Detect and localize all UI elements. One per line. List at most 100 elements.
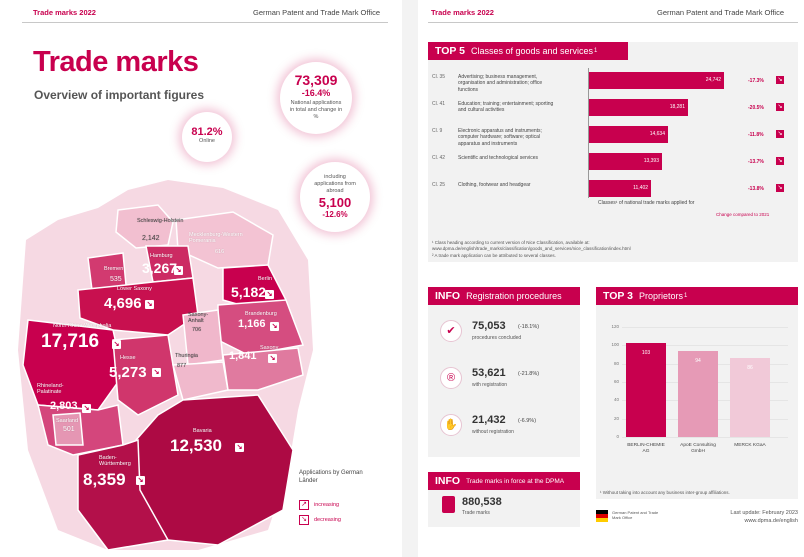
state-value: 5,273	[109, 364, 147, 381]
state-saxony	[222, 347, 304, 391]
header-office: German Patent and Trade Mark Office	[656, 8, 784, 17]
legend-increasing-label: increasing	[314, 502, 340, 508]
without-registration-change: (-6.9%)	[518, 418, 537, 424]
without-registration-caption: without registration	[472, 429, 514, 435]
thumbs-down-icon: ✋	[440, 414, 462, 436]
top5-header: TOP 5 Classes of goods and services 1	[428, 42, 628, 60]
class-bar: 13,393	[588, 153, 662, 170]
class-change: -11.8%	[748, 132, 764, 138]
decreasing-arrow-icon: ↘	[270, 322, 279, 331]
proprietor-name: MERCK KGaA	[734, 443, 766, 448]
top5-axis	[588, 68, 589, 198]
federal-eagle-logo	[596, 510, 608, 522]
y-tick-label: 100	[611, 342, 619, 348]
decreasing-arrow-icon: ↘	[152, 368, 161, 377]
without-registration-value: 21,432	[472, 414, 506, 426]
decreasing-arrow-icon: ↘	[112, 340, 121, 349]
proprietor-name: ApoE Consulting GmbH	[680, 443, 716, 455]
class-description: Clothing, footwear and headgear	[458, 182, 531, 188]
procedures-concluded-caption: procedures concluded	[472, 335, 522, 341]
state-value: 535	[110, 276, 122, 283]
procedures-concluded-change: (-18.1%)	[518, 324, 540, 330]
decreasing-arrow-icon: ↘	[268, 354, 277, 363]
decreasing-arrow-icon: ↘	[235, 443, 244, 452]
with-registration-value: 53,621	[472, 367, 506, 379]
state-value: 2,142	[142, 235, 160, 242]
y-tick-label: 40	[613, 397, 619, 403]
top3-title: Proprietors	[638, 291, 683, 301]
proprietor-bar: 86	[730, 358, 770, 437]
decreasing-arrow-icon: ↘	[136, 476, 145, 485]
class-description: Advertising; business management, organi…	[458, 74, 543, 93]
state-label: Saxony	[260, 345, 279, 351]
header-rule	[22, 22, 388, 23]
top5-axis-caption: Classes¹ of national trade marks applied…	[598, 200, 695, 206]
info-registration-panel: INFO Registration procedures ✔ 75,053 (-…	[428, 287, 580, 457]
decreasing-arrow-icon: ↘	[776, 76, 784, 84]
registered-icon: ®	[440, 367, 462, 389]
footer-update: Last update: February 2023	[730, 510, 798, 516]
decreasing-arrow-icon: ↘	[299, 515, 309, 525]
y-tick-label: 60	[613, 379, 619, 384]
decreasing-arrow-icon: ↘	[145, 300, 154, 309]
state-label: Hamburg	[150, 253, 173, 259]
top5-panel: TOP 5 Classes of goods and services 1 Cl…	[428, 42, 798, 262]
total-applications-caption: National applications in total and chang…	[289, 100, 343, 120]
gridline	[622, 345, 788, 347]
state-label: Mecklenburg-Western Pomerania	[189, 232, 243, 244]
footer-url: www.dpma.de/english	[744, 518, 798, 524]
gridline	[622, 327, 788, 328]
state-value: 501	[63, 426, 75, 433]
with-registration-change: (-21.8%)	[518, 371, 540, 377]
info-in-force-header: INFO Trade marks in force at the DPMA	[428, 472, 580, 490]
decreasing-arrow-icon: ↘	[82, 404, 91, 413]
state-label: Berlin	[258, 276, 273, 282]
bubble-online: 81.2% Online	[182, 112, 232, 162]
class-change: -13.7%	[748, 159, 764, 165]
class-description: Education; training; entertainment; spor…	[458, 101, 554, 114]
state-label: Baden-Württemberg	[99, 455, 131, 467]
class-bar: 18,281	[588, 99, 688, 116]
in-force-value: 880,538	[462, 496, 502, 508]
y-tick-label: 20	[613, 415, 619, 421]
left-page: Trade marks 2022 German Patent and Trade…	[18, 8, 388, 550]
proprietor-bar: 94	[678, 350, 718, 437]
legend-decreasing-label: decreasing	[314, 517, 341, 523]
with-registration-caption: with registration	[472, 382, 508, 388]
class-change: -20.5%	[748, 105, 764, 111]
top3-panel: TOP 3 Proprietors 1 0 20 40 60 80 100 120 103 BE…	[596, 287, 798, 499]
class-change: -17.3%	[748, 78, 764, 84]
state-value: 1,841	[229, 350, 257, 362]
header-rule	[428, 22, 798, 23]
top5-prefix: TOP 5	[435, 45, 465, 57]
y-tick-label: 120	[611, 324, 619, 329]
state-value: 2,803	[50, 400, 78, 412]
decreasing-arrow-icon: ↘	[174, 266, 183, 275]
state-saarland	[52, 412, 84, 446]
bubble-abroad: including applications from abroad 5,100…	[300, 162, 370, 232]
info-registration-title: Registration procedures	[466, 291, 562, 301]
decreasing-arrow-icon: ↘	[265, 290, 274, 299]
total-applications-value: 73,309	[294, 72, 338, 88]
top3-prefix: TOP 3	[603, 290, 633, 302]
footer-office: German Patent and Trade Mark Office	[612, 510, 659, 521]
document-icon	[442, 496, 455, 513]
state-value: 12,530	[170, 436, 222, 455]
class-code: Cl. 35	[432, 74, 446, 80]
state-label: Thuringia	[175, 353, 198, 359]
info-in-force-panel: INFO Trade marks in force at the DPMA 88…	[428, 472, 580, 527]
state-label: Lower Saxony	[117, 286, 152, 292]
info-registration-header: INFO Registration procedures	[428, 287, 580, 305]
abroad-caption: including applications from abroad	[314, 174, 356, 194]
online-value: 81.2%	[191, 126, 223, 138]
increasing-arrow-icon: ↗	[299, 500, 309, 510]
abroad-change: -12.6%	[322, 209, 348, 219]
abroad-value: 5,100	[318, 194, 352, 210]
class-change: -13.8%	[748, 186, 764, 192]
header-brand: Trade marks 2022	[431, 8, 494, 17]
class-description: Scientific and technological services	[458, 155, 539, 161]
top3-footnote-mark: 1	[683, 293, 688, 299]
info-in-force-prefix: INFO	[435, 475, 461, 487]
state-value: 4,696	[104, 295, 142, 312]
state-label: Bavaria	[193, 428, 212, 434]
